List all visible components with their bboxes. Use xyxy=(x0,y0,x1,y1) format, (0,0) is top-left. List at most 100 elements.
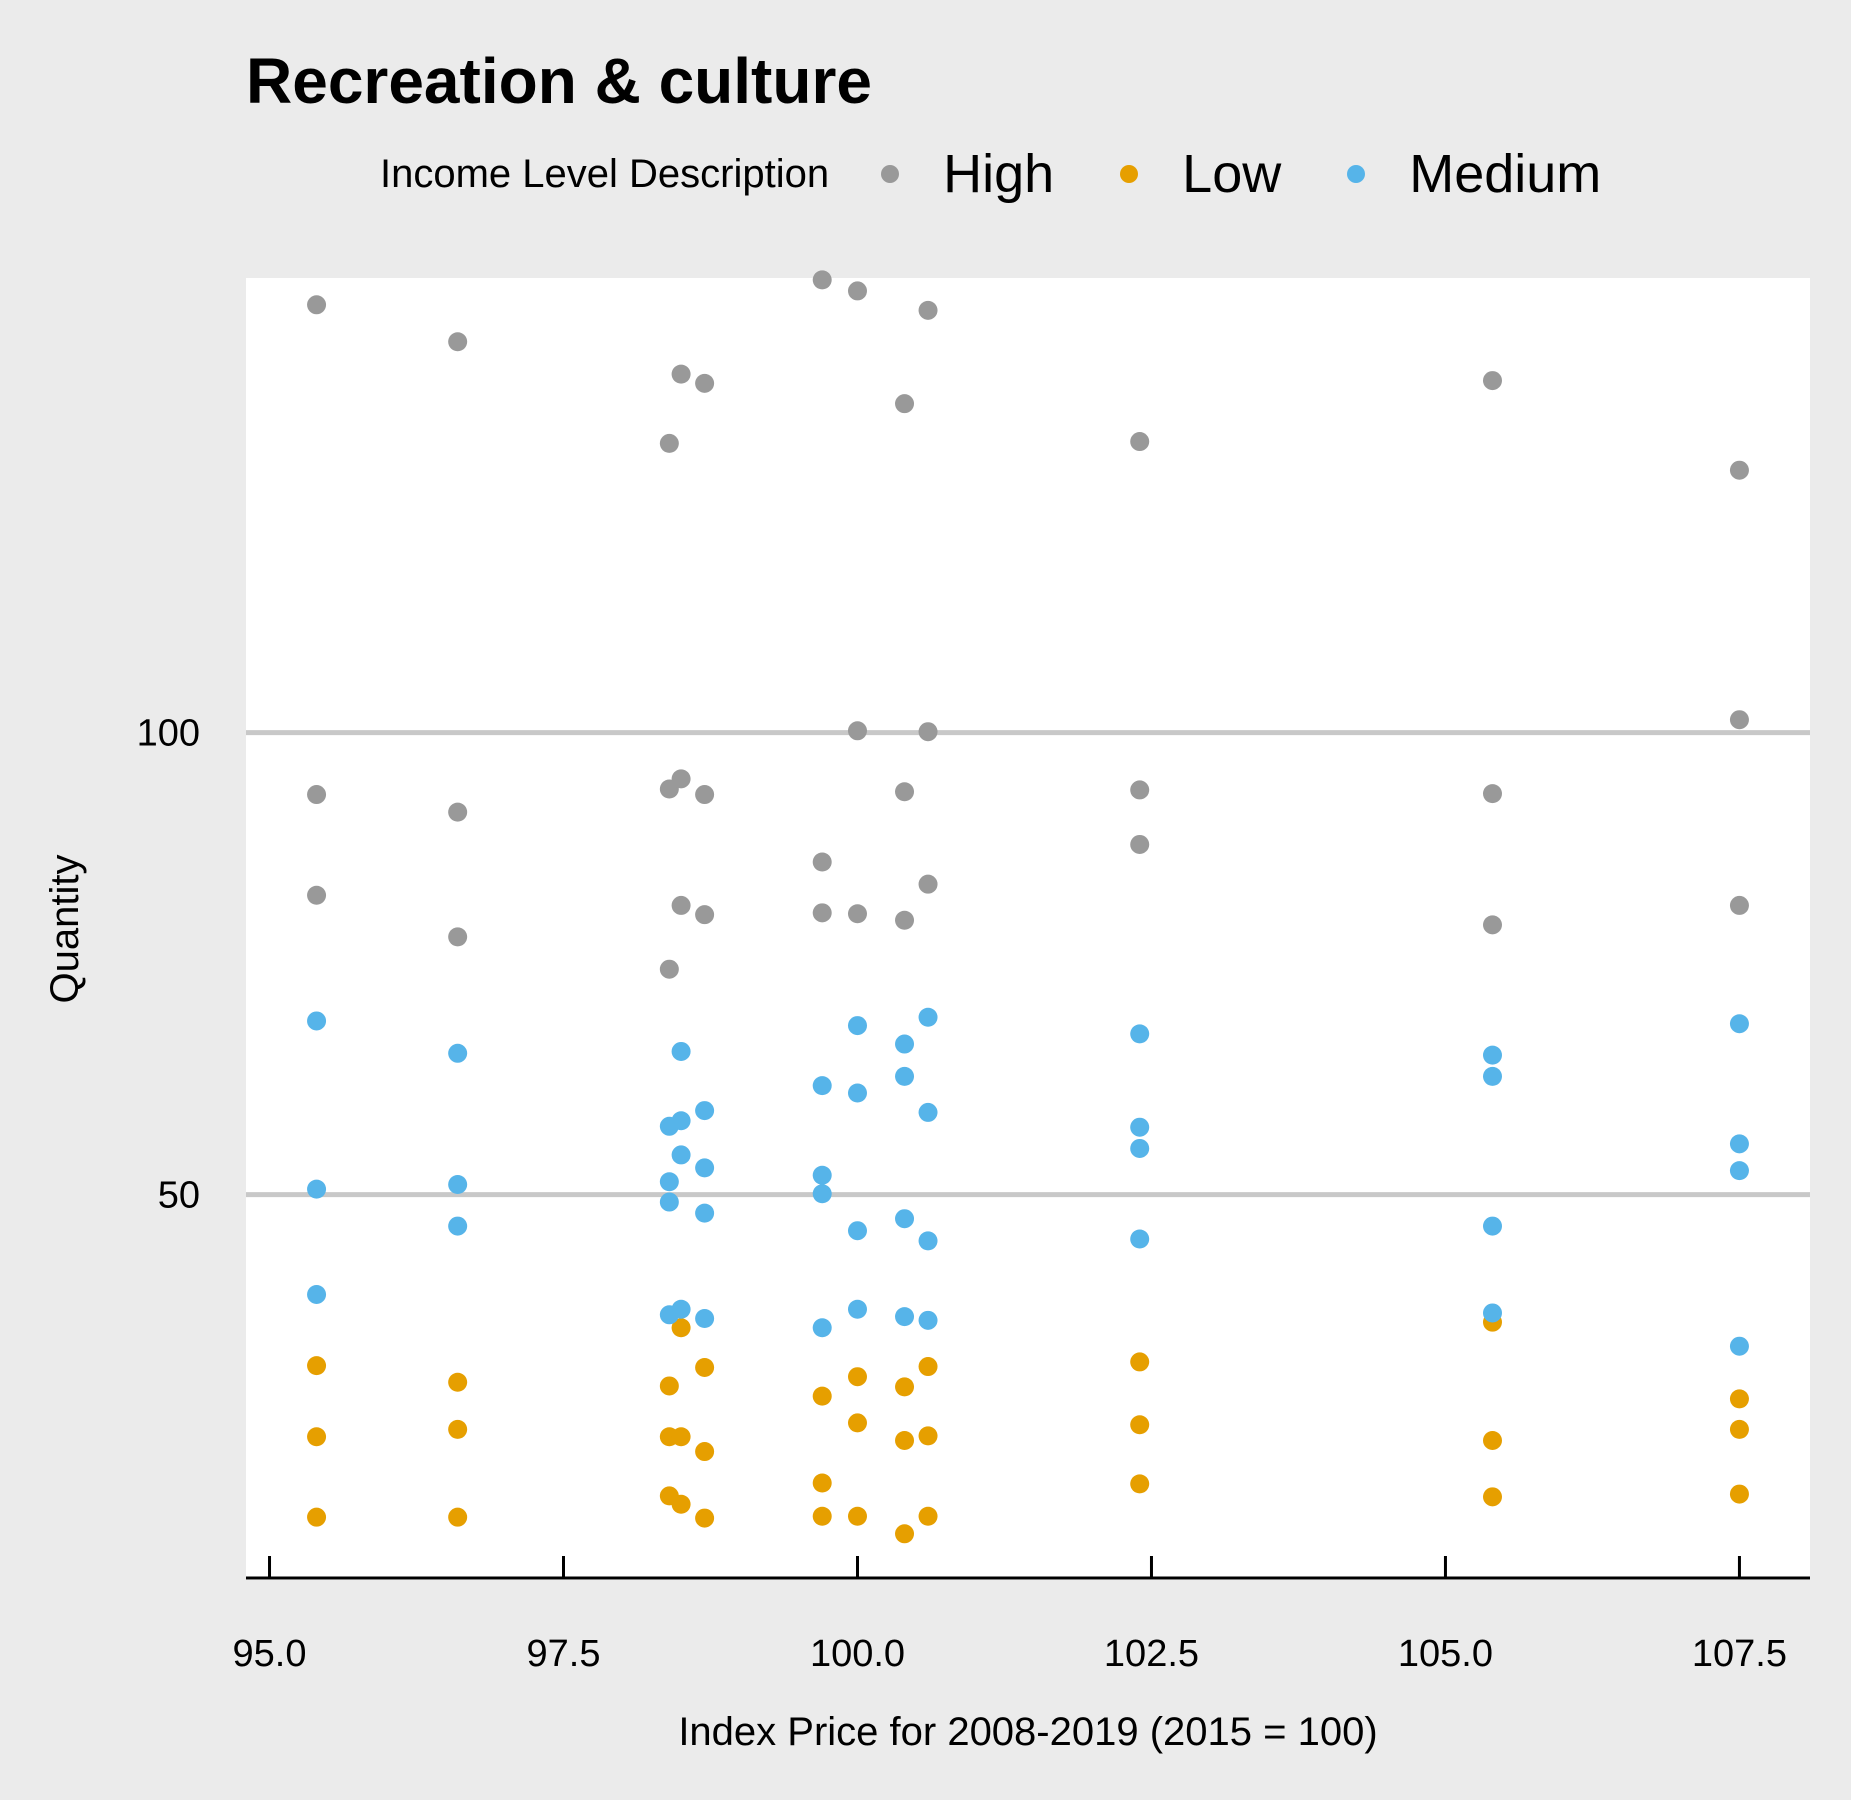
point-medium xyxy=(659,1172,679,1192)
point-high xyxy=(895,782,915,802)
point-medium xyxy=(307,1179,327,1199)
point-low xyxy=(847,1506,867,1526)
point-medium xyxy=(1729,1336,1749,1356)
point-medium xyxy=(847,1221,867,1241)
point-high xyxy=(1130,780,1150,800)
point-medium xyxy=(307,1284,327,1304)
point-high xyxy=(895,910,915,930)
point-high xyxy=(695,785,715,805)
x-tick-label: 107.5 xyxy=(1692,1633,1787,1675)
point-high xyxy=(307,295,327,315)
y-axis-title: Quantity xyxy=(43,855,87,1004)
point-low xyxy=(671,1427,691,1447)
point-medium xyxy=(812,1165,832,1185)
point-high xyxy=(812,852,832,872)
point-medium xyxy=(1729,1161,1749,1181)
point-low xyxy=(812,1386,832,1406)
point-high xyxy=(847,721,867,741)
x-axis-title: Index Price for 2008-2019 (2015 = 100) xyxy=(678,1710,1377,1754)
point-medium xyxy=(1482,1045,1502,1065)
point-low xyxy=(1482,1430,1502,1450)
point-medium xyxy=(1130,1117,1150,1137)
point-high xyxy=(812,270,832,290)
x-tick-label: 97.5 xyxy=(527,1633,601,1675)
x-tick-label: 105.0 xyxy=(1398,1633,1493,1675)
point-low xyxy=(918,1506,938,1526)
point-medium xyxy=(695,1203,715,1223)
point-low xyxy=(1130,1352,1150,1372)
point-high xyxy=(847,904,867,924)
point-medium xyxy=(448,1043,468,1063)
x-tick-label: 95.0 xyxy=(233,1633,307,1675)
point-medium xyxy=(918,1102,938,1122)
point-medium xyxy=(895,1034,915,1054)
point-low xyxy=(812,1473,832,1493)
y-tick-label: 50 xyxy=(158,1175,200,1217)
point-low xyxy=(448,1419,468,1439)
point-medium xyxy=(847,1016,867,1036)
point-high xyxy=(448,927,468,947)
point-medium xyxy=(812,1076,832,1096)
point-medium xyxy=(812,1184,832,1204)
point-medium xyxy=(918,1231,938,1251)
point-low xyxy=(695,1508,715,1528)
point-high xyxy=(1482,915,1502,935)
point-medium xyxy=(1729,1134,1749,1154)
point-low xyxy=(895,1430,915,1450)
point-medium xyxy=(1482,1303,1502,1323)
point-low xyxy=(307,1356,327,1376)
point-high xyxy=(671,364,691,384)
point-medium xyxy=(1130,1138,1150,1158)
point-high xyxy=(918,300,938,320)
point-high xyxy=(895,394,915,414)
chart-title: Recreation & culture xyxy=(246,45,872,117)
point-medium xyxy=(448,1175,468,1195)
point-low xyxy=(695,1357,715,1377)
point-low xyxy=(918,1357,938,1377)
point-high xyxy=(307,885,327,905)
point-high xyxy=(659,959,679,979)
point-medium xyxy=(695,1308,715,1328)
legend-item-high: High xyxy=(881,143,1054,205)
point-high xyxy=(918,722,938,742)
point-low xyxy=(448,1507,468,1527)
point-medium xyxy=(671,1145,691,1165)
point-medium xyxy=(812,1318,832,1338)
point-medium xyxy=(671,1299,691,1319)
point-medium xyxy=(695,1158,715,1178)
legend-item-medium: Medium xyxy=(1347,143,1601,205)
point-medium xyxy=(847,1299,867,1319)
point-high xyxy=(695,905,715,925)
y-tick-label: 100 xyxy=(137,713,200,755)
point-medium xyxy=(895,1066,915,1086)
point-high xyxy=(1130,432,1150,452)
point-low xyxy=(1729,1484,1749,1504)
point-high xyxy=(1482,371,1502,391)
point-medium xyxy=(695,1101,715,1121)
point-medium xyxy=(1130,1024,1150,1044)
point-high xyxy=(1729,710,1749,730)
point-low xyxy=(1130,1474,1150,1494)
point-medium xyxy=(671,1041,691,1061)
point-low xyxy=(1130,1415,1150,1435)
legend-label-low: Low xyxy=(1182,144,1282,204)
point-high xyxy=(918,874,938,894)
point-high xyxy=(448,802,468,822)
point-low xyxy=(448,1372,468,1392)
point-high xyxy=(1482,784,1502,804)
point-medium xyxy=(307,1011,327,1031)
point-low xyxy=(671,1494,691,1514)
point-high xyxy=(1729,895,1749,915)
point-low xyxy=(671,1318,691,1338)
point-low xyxy=(918,1426,938,1446)
point-low xyxy=(847,1413,867,1433)
point-high xyxy=(671,769,691,789)
point-low xyxy=(1482,1487,1502,1507)
point-medium xyxy=(847,1083,867,1103)
legend-label-medium: Medium xyxy=(1409,144,1602,204)
point-high xyxy=(847,281,867,301)
point-medium xyxy=(659,1192,679,1212)
plot-panel xyxy=(246,278,1810,1580)
